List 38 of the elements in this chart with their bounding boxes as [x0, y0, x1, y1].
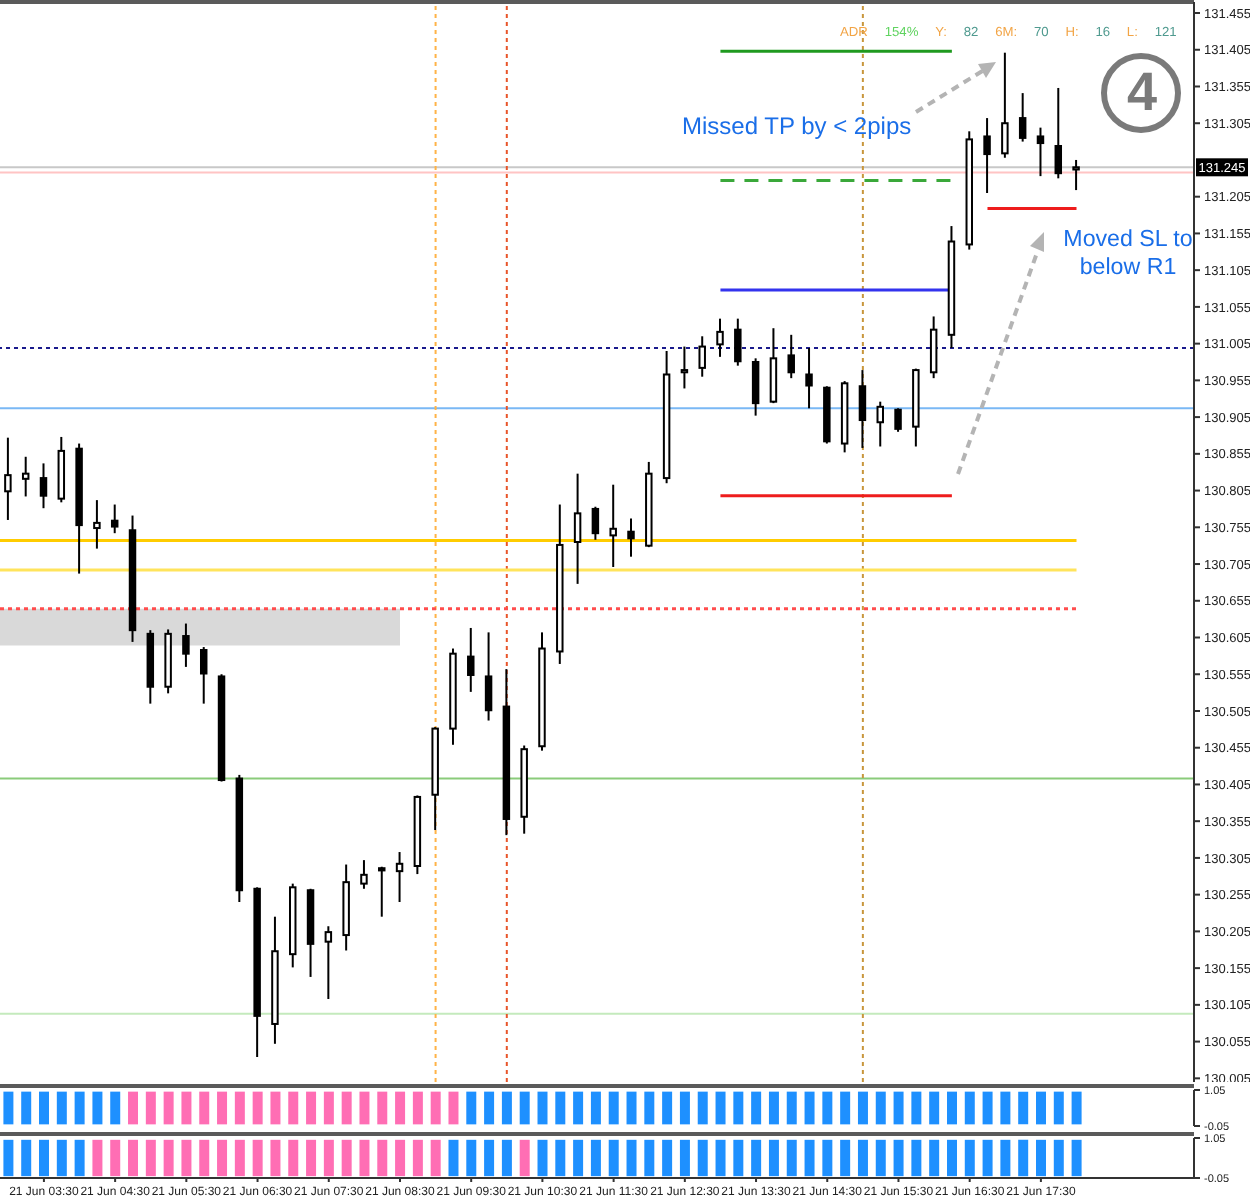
candlestick [894, 407, 902, 433]
candlestick [21, 455, 30, 498]
candlestick [360, 859, 368, 890]
candlestick [609, 483, 617, 568]
candlestick [1036, 126, 1045, 178]
annotation: Missed TP by < 2pips [682, 112, 912, 142]
annotation: 4 [1124, 60, 1160, 124]
candlestick [627, 517, 635, 558]
candlestick [467, 626, 475, 693]
candlestick [591, 505, 600, 541]
candlestick [39, 462, 48, 510]
candlestick [787, 333, 795, 380]
candlestick [769, 327, 778, 405]
candlestick [876, 400, 884, 448]
candlestick [484, 631, 493, 722]
candlestick [680, 345, 689, 390]
candlestick [378, 865, 386, 918]
candlestick [929, 315, 938, 380]
candlestick [716, 317, 724, 358]
candlestick [983, 117, 991, 195]
candlestick [698, 335, 706, 378]
candlestick [395, 851, 404, 903]
candlestick [858, 369, 867, 449]
candlestick [110, 503, 119, 535]
candlestick [1054, 86, 1063, 180]
annotation: Moved SL to below R1 [1061, 226, 1195, 281]
candlestick [182, 622, 190, 668]
candlestick [93, 499, 101, 550]
candlestick [1018, 92, 1027, 143]
candlestick [324, 925, 333, 1000]
candlestick [751, 357, 760, 417]
candlestick [1001, 51, 1009, 159]
candlestick [199, 646, 208, 705]
candlestick [805, 347, 813, 410]
candlestick [734, 317, 742, 367]
candlestick [57, 435, 66, 504]
candlestick [1072, 158, 1080, 192]
candlestick [573, 472, 582, 585]
